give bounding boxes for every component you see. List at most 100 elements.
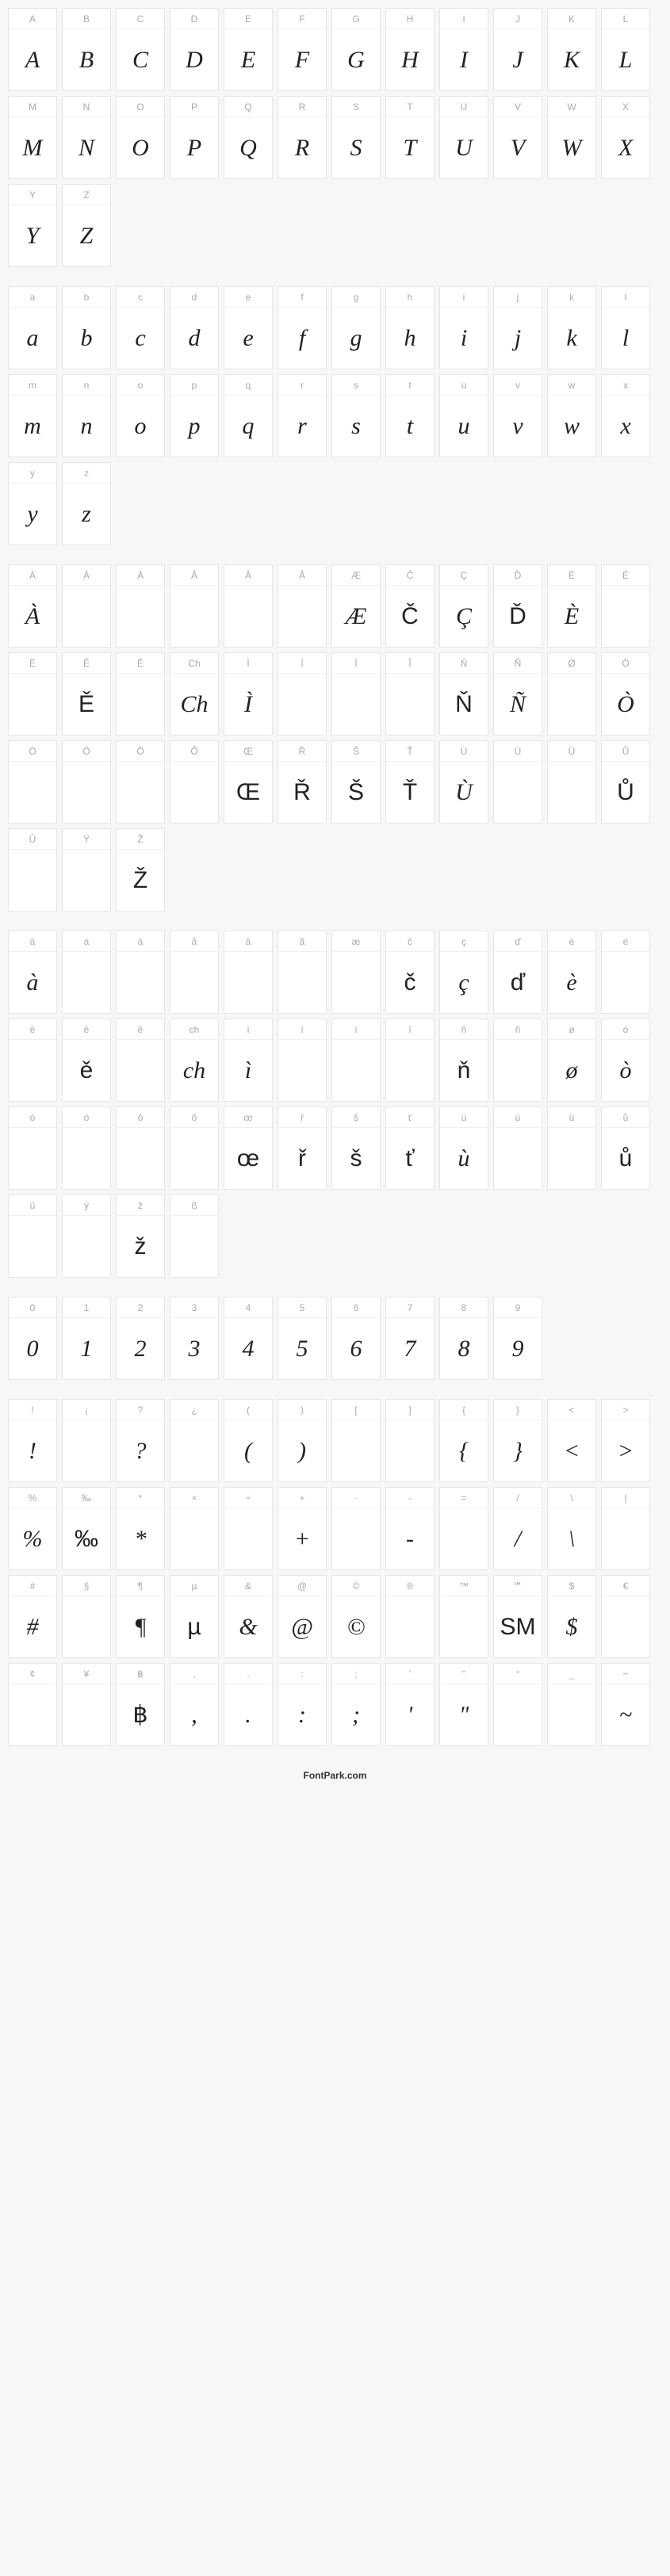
glyph-cell[interactable]: Ï (331, 652, 381, 736)
glyph-cell[interactable]: 44 (224, 1297, 273, 1380)
glyph-cell[interactable]: oo (116, 374, 165, 457)
glyph-cell[interactable]: // (493, 1487, 542, 1570)
glyph-cell[interactable]: ůů (601, 1106, 650, 1190)
glyph-cell[interactable]: ü (547, 1106, 596, 1190)
glyph-cell[interactable]: pp (170, 374, 219, 457)
glyph-cell[interactable]: XX (601, 96, 650, 179)
glyph-cell[interactable]: OO (116, 96, 165, 179)
glyph-cell[interactable]: }} (493, 1399, 542, 1482)
glyph-cell[interactable]: 11 (62, 1297, 111, 1380)
glyph-cell[interactable]: Ý (62, 828, 111, 912)
glyph-cell[interactable]: ÆÆ (331, 564, 381, 648)
glyph-cell[interactable]: Ë (8, 652, 57, 736)
glyph-cell[interactable]: -- (385, 1487, 435, 1570)
glyph-cell[interactable]: ¶¶ (116, 1575, 165, 1658)
glyph-cell[interactable]: '' (385, 1663, 435, 1746)
glyph-cell[interactable]: ŤŤ (385, 740, 435, 824)
glyph-cell[interactable]: ĎĎ (493, 564, 542, 648)
glyph-cell[interactable]: õ (170, 1106, 219, 1190)
glyph-cell[interactable]: ฿฿ (116, 1663, 165, 1746)
glyph-cell[interactable]: ťť (385, 1106, 435, 1190)
glyph-cell[interactable]: ++ (278, 1487, 327, 1570)
glyph-cell[interactable]: ã (278, 931, 327, 1014)
glyph-cell[interactable]: ee (224, 286, 273, 369)
glyph-cell[interactable]: ® (385, 1575, 435, 1658)
glyph-cell[interactable]: ÒÒ (601, 652, 650, 736)
glyph-cell[interactable]: ä (116, 931, 165, 1014)
glyph-cell[interactable]: Ö (62, 740, 111, 824)
glyph-cell[interactable]: 99 (493, 1297, 542, 1380)
glyph-cell[interactable]: ë (8, 1019, 57, 1102)
glyph-cell[interactable]: ùù (439, 1106, 488, 1190)
glyph-cell[interactable]: %% (8, 1487, 57, 1570)
glyph-cell[interactable]: CC (116, 8, 165, 91)
glyph-cell[interactable]: Î (385, 652, 435, 736)
glyph-cell[interactable]: Ü (547, 740, 596, 824)
glyph-cell[interactable]: MM (8, 96, 57, 179)
glyph-cell[interactable]: 55 (278, 1297, 327, 1380)
glyph-cell[interactable]: chch (170, 1019, 219, 1102)
glyph-cell[interactable]: ## (8, 1575, 57, 1658)
glyph-cell[interactable]: Ú (493, 740, 542, 824)
glyph-cell[interactable]: ŠŠ (331, 740, 381, 824)
glyph-cell[interactable]: ý (62, 1194, 111, 1278)
glyph-cell[interactable]: UU (439, 96, 488, 179)
glyph-cell[interactable]: ÙÙ (439, 740, 488, 824)
glyph-cell[interactable]: ° (493, 1663, 542, 1746)
glyph-cell[interactable]: ĚĚ (62, 652, 111, 736)
glyph-cell[interactable]: ÷ (224, 1487, 273, 1570)
glyph-cell[interactable]: ww (547, 374, 596, 457)
glyph-cell[interactable]: Ã (278, 564, 327, 648)
glyph-cell[interactable]: î (385, 1019, 435, 1102)
glyph-cell[interactable]: Á (62, 564, 111, 648)
glyph-cell[interactable]: ** (116, 1487, 165, 1570)
glyph-cell[interactable]: rr (278, 374, 327, 457)
glyph-cell[interactable]: "" (439, 1663, 488, 1746)
glyph-cell[interactable]: ÈÈ (547, 564, 596, 648)
glyph-cell[interactable]: ?? (116, 1399, 165, 1482)
glyph-cell[interactable]: øø (547, 1019, 596, 1102)
glyph-cell[interactable]: ú (493, 1106, 542, 1190)
glyph-cell[interactable]: >> (601, 1399, 650, 1482)
glyph-cell[interactable]: É (601, 564, 650, 648)
glyph-cell[interactable]: )) (278, 1399, 327, 1482)
glyph-cell[interactable]: Û (8, 828, 57, 912)
glyph-cell[interactable]: µµ (170, 1575, 219, 1658)
glyph-cell[interactable]: 33 (170, 1297, 219, 1380)
glyph-cell[interactable]: && (224, 1575, 273, 1658)
glyph-cell[interactable]: û (8, 1194, 57, 1278)
glyph-cell[interactable]: Ô (116, 740, 165, 824)
glyph-cell[interactable]: @@ (278, 1575, 327, 1658)
glyph-cell[interactable]: aa (8, 286, 57, 369)
glyph-cell[interactable]: ¿ (170, 1399, 219, 1482)
glyph-cell[interactable]: ŮŮ (601, 740, 650, 824)
glyph-cell[interactable]: ¡ (62, 1399, 111, 1482)
glyph-cell[interactable]: II (439, 8, 488, 91)
glyph-cell[interactable]: ¢ (8, 1663, 57, 1746)
glyph-cell[interactable]: ss (331, 374, 381, 457)
glyph-cell[interactable]: ďď (493, 931, 542, 1014)
glyph-cell[interactable]: ChCh (170, 652, 219, 736)
glyph-cell[interactable]: bb (62, 286, 111, 369)
glyph-cell[interactable]: FF (278, 8, 327, 91)
glyph-cell[interactable]: Ø (547, 652, 596, 736)
glyph-cell[interactable]: ñ (493, 1019, 542, 1102)
glyph-cell[interactable]: ℠SM (493, 1575, 542, 1658)
glyph-cell[interactable]: {{ (439, 1399, 488, 1482)
glyph-cell[interactable]: YY (8, 184, 57, 267)
glyph-cell[interactable]: xx (601, 374, 650, 457)
glyph-cell[interactable]: << (547, 1399, 596, 1482)
glyph-cell[interactable]: řř (278, 1106, 327, 1190)
glyph-cell[interactable]: ČČ (385, 564, 435, 648)
glyph-cell[interactable]: ÌÌ (224, 652, 273, 736)
glyph-cell[interactable]: ÑÑ (493, 652, 542, 736)
glyph-cell[interactable]: HH (385, 8, 435, 91)
glyph-cell[interactable]: 88 (439, 1297, 488, 1380)
glyph-cell[interactable]: ÇÇ (439, 564, 488, 648)
glyph-cell[interactable]: jj (493, 286, 542, 369)
glyph-cell[interactable]: hh (385, 286, 435, 369)
glyph-cell[interactable]: Ó (8, 740, 57, 824)
glyph-cell[interactable]: ;; (331, 1663, 381, 1746)
glyph-cell[interactable]: â (224, 931, 273, 1014)
glyph-cell[interactable]: JJ (493, 8, 542, 91)
